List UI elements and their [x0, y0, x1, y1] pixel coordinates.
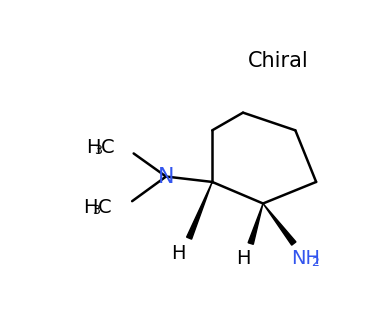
Text: 2: 2: [311, 256, 319, 268]
Text: H: H: [84, 198, 98, 217]
Polygon shape: [187, 182, 212, 239]
Text: 3: 3: [94, 144, 102, 157]
Text: C: C: [101, 138, 114, 157]
Text: 3: 3: [92, 204, 100, 217]
Text: N: N: [158, 166, 174, 187]
Text: H: H: [236, 249, 250, 268]
Polygon shape: [263, 204, 296, 245]
Text: H: H: [86, 138, 101, 157]
Text: Chiral: Chiral: [248, 51, 308, 71]
Text: H: H: [171, 244, 185, 263]
Text: C: C: [98, 198, 112, 217]
Text: NH: NH: [291, 249, 320, 268]
Polygon shape: [248, 204, 263, 244]
